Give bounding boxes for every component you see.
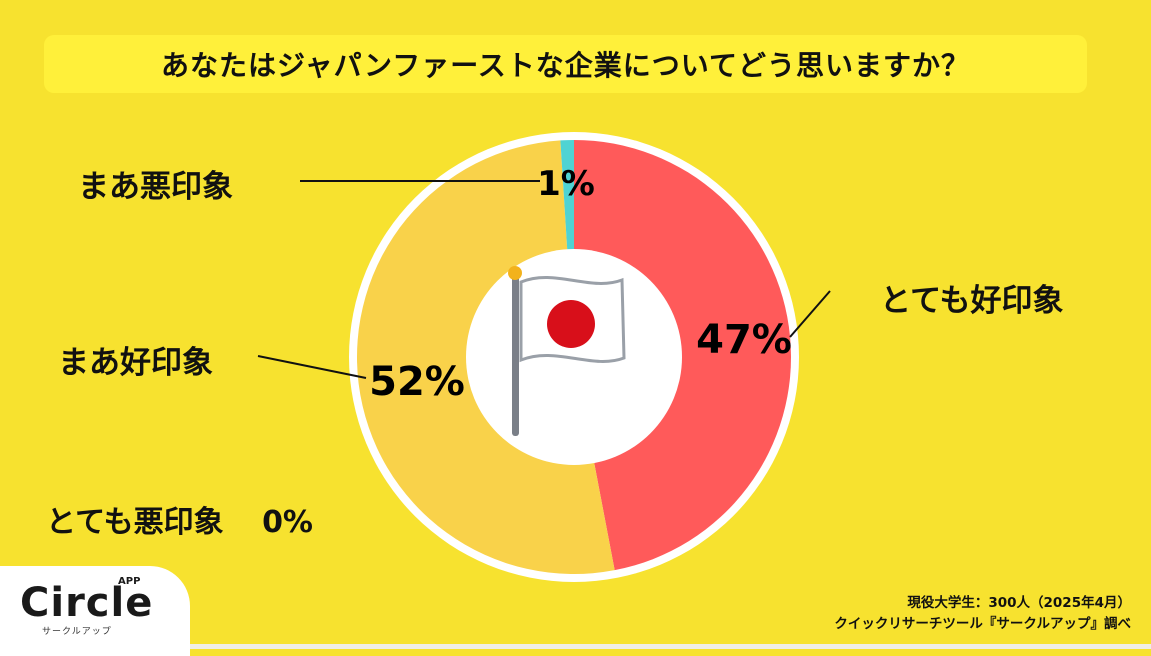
source-line-2: クイックリサーチツール『サークルアップ』調べ [834, 616, 1131, 632]
label-somewhat-good: まあ好印象 [58, 345, 213, 381]
japan-flag-icon [508, 266, 626, 436]
pct-somewhat-good: 52% [369, 359, 465, 405]
label-very-good: とても好印象 [880, 283, 1064, 319]
label-somewhat-bad: まあ悪印象 [78, 169, 233, 205]
bottom-strip [190, 644, 1151, 649]
label-very-bad: とても悪印象 0% [46, 497, 313, 541]
circle-logo: Circle [20, 580, 154, 626]
label-very-bad-text: とても悪印象 [46, 505, 224, 540]
pie-slice-0 [574, 140, 791, 571]
pct-somewhat-bad: 1% [537, 164, 595, 204]
pct-very-bad: 0% [262, 505, 313, 540]
logo-subtitle: サークルアップ [42, 627, 112, 637]
logo-superscript: APP [118, 576, 141, 587]
logo-panel: Circle APP サークルアップ [0, 566, 190, 656]
source-note: 現役大学生：300人（2025年4月） クイックリサーチツール『サークルアップ』… [834, 593, 1131, 635]
pct-very-good: 47% [696, 317, 792, 363]
leader-line-somewhat-good [257, 355, 367, 379]
source-line-1: 現役大学生：300人（2025年4月） [907, 595, 1131, 611]
chart-title-box: あなたはジャパンファーストな企業についてどう思いますか？ [44, 35, 1087, 93]
leader-line-very-good [789, 290, 831, 338]
chart-title: あなたはジャパンファーストな企業についてどう思いますか？ [161, 49, 970, 82]
